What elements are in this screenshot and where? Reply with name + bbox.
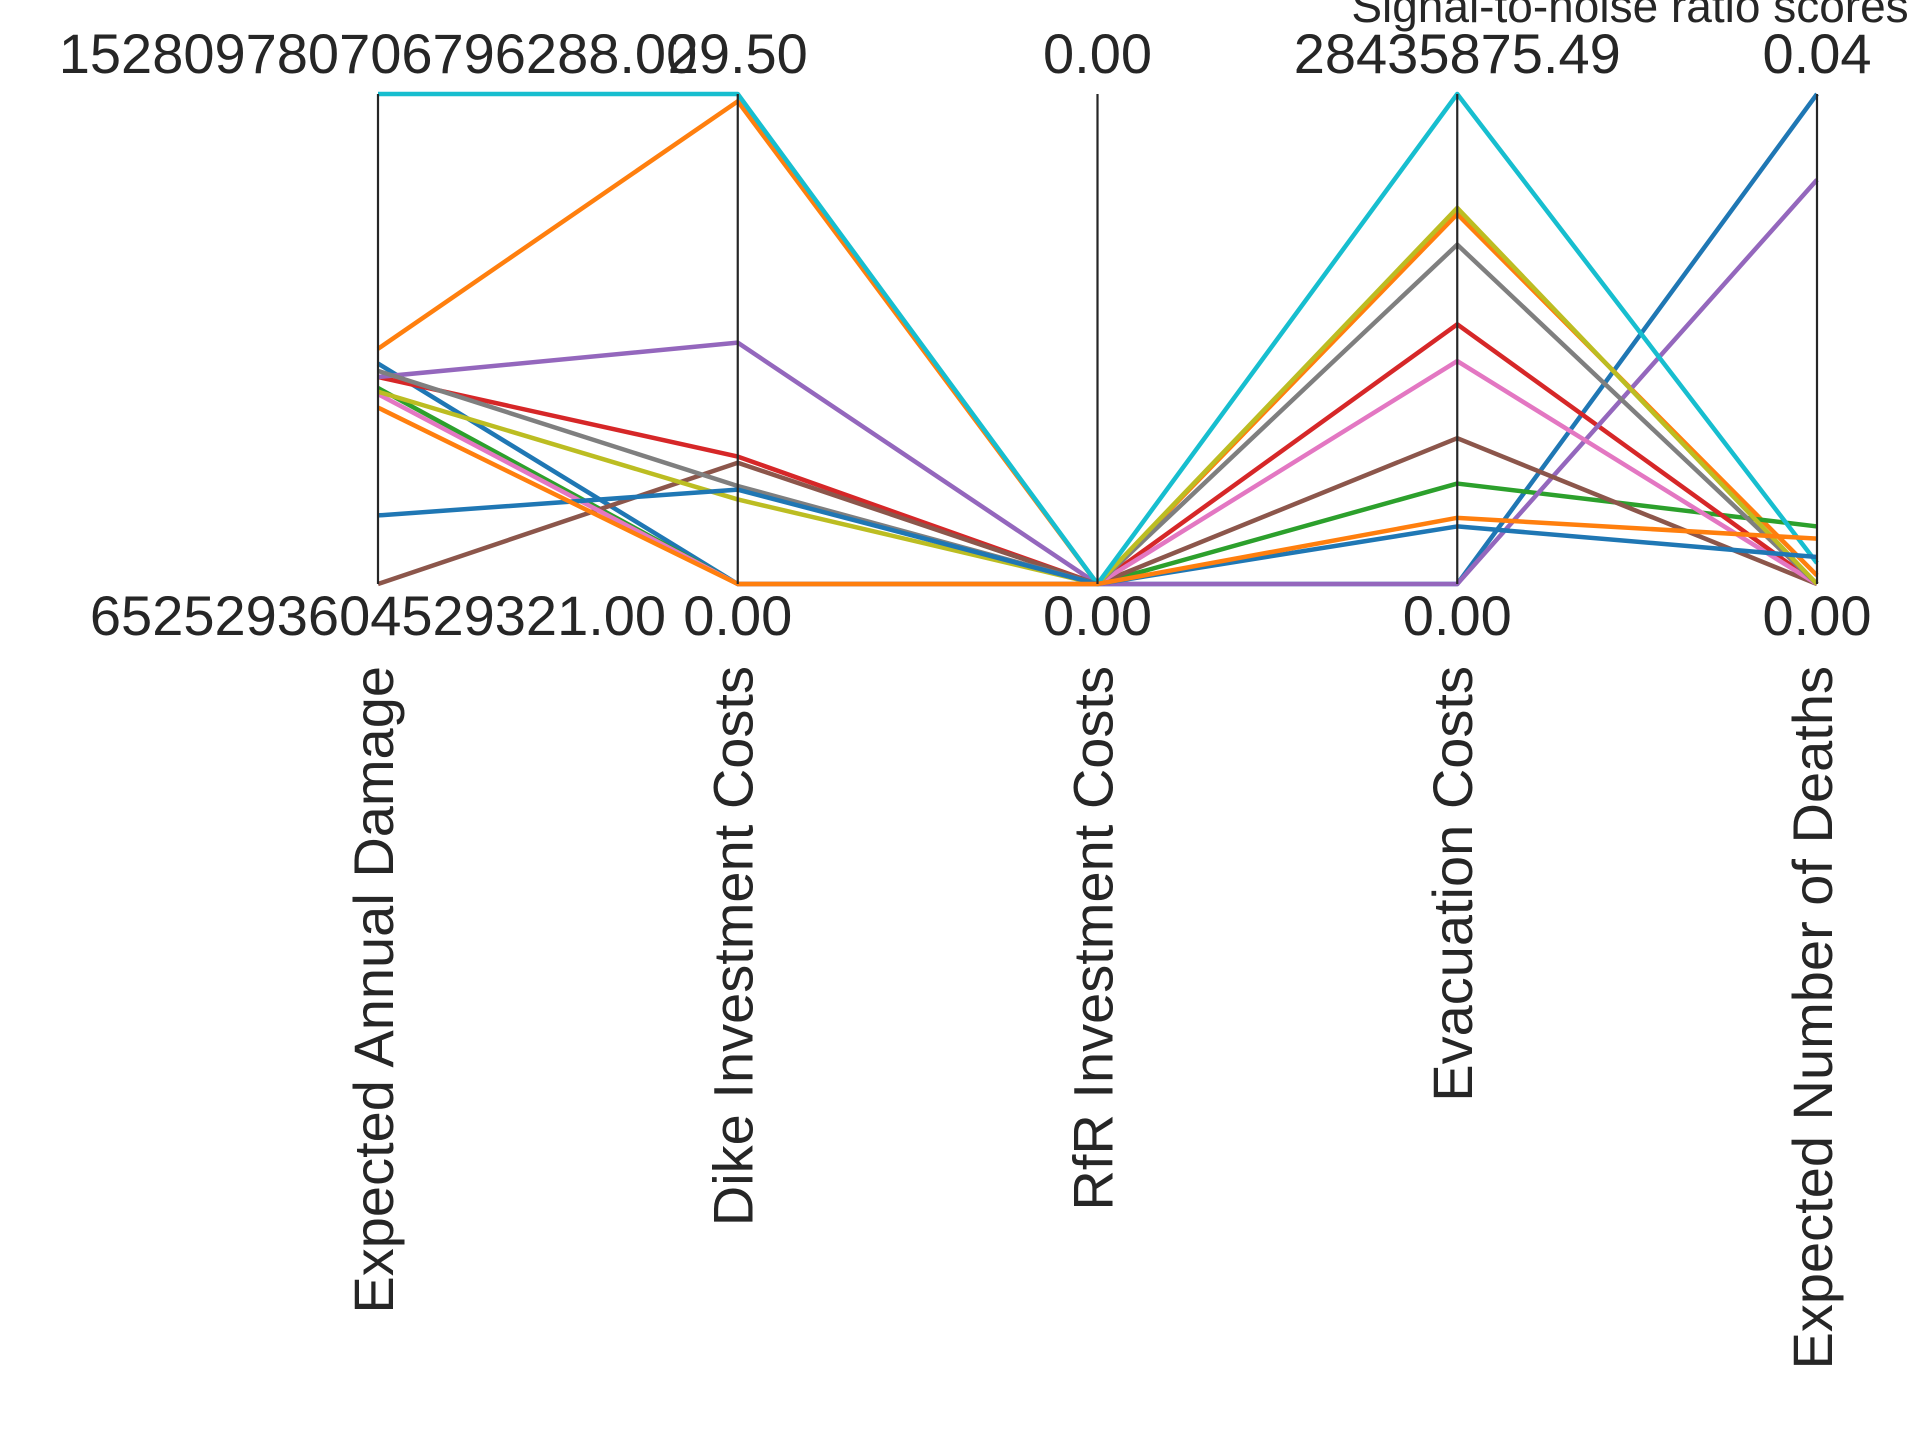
- tick-label: 28435875.49: [1294, 22, 1621, 85]
- tick-label: 0.00: [1043, 584, 1152, 647]
- tick-label: 0.00: [683, 584, 792, 647]
- axis-label: Dike Investment Costs: [702, 666, 765, 1226]
- chart-title: Signal-to-noise ratio scores: [1351, 0, 1908, 32]
- tick-label: 0.00: [1763, 584, 1872, 647]
- tick-label: 152809780706796288.00: [59, 22, 697, 85]
- tick-label: 0.00: [1403, 584, 1512, 647]
- tick-label: 0.00: [1043, 22, 1152, 85]
- tick-label: 6525293604529321.00: [90, 584, 666, 647]
- tick-label: 29.50: [668, 22, 808, 85]
- axis-label: Expected Number of Deaths: [1781, 666, 1844, 1369]
- axis-label: RfR Investment Costs: [1061, 666, 1124, 1211]
- axes: 6525293604529321.00 152809780706796288.00…: [59, 22, 1872, 1370]
- tick-label: 0.04: [1763, 22, 1872, 85]
- axis-label: Expected Annual Damage: [342, 666, 405, 1314]
- axis-label: Evacuation Costs: [1421, 666, 1484, 1102]
